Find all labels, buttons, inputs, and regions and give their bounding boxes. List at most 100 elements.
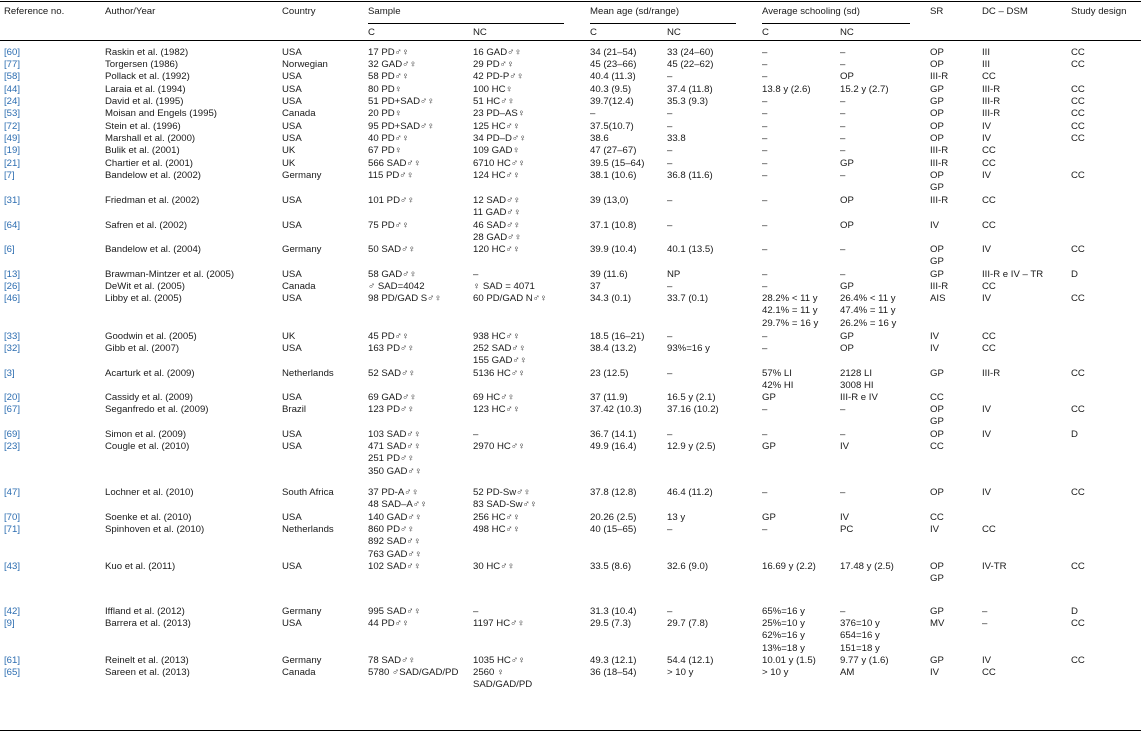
mean-age-c: 40 (15–65) <box>590 524 636 536</box>
reference-link[interactable]: [26] <box>4 281 21 292</box>
schooling-nc: AM <box>840 667 854 679</box>
reference-link[interactable]: [61] <box>4 655 21 666</box>
mean-age-nc-line: 40.1 (13.5) <box>667 244 714 255</box>
reference-link[interactable]: [20] <box>4 392 21 403</box>
sample-nc-line: 124 HC♂♀ <box>473 170 520 181</box>
country: UK <box>282 145 296 156</box>
reference-link[interactable]: [47] <box>4 487 21 498</box>
reference-link[interactable]: [64] <box>4 220 21 231</box>
dc-dsm: III <box>982 47 990 59</box>
reference-link[interactable]: [31] <box>4 195 21 206</box>
reference-link[interactable]: [53] <box>4 108 21 119</box>
reference-link[interactable]: [19] <box>4 145 21 156</box>
reference-link[interactable]: [42] <box>4 606 21 617</box>
reference-link[interactable]: [49] <box>4 133 21 144</box>
schooling-c: 28.2% < 11 y 42.1% = 11 y 29.7% = 16 y <box>762 293 818 330</box>
mean-age-c: 39.7(12.4) <box>590 96 634 108</box>
reference-link[interactable]: [21] <box>4 158 21 169</box>
reference-link[interactable]: [72] <box>4 121 21 132</box>
author-year: Pollack et al. (1992) <box>105 71 190 82</box>
study-design: D <box>1071 269 1078 281</box>
reference-link[interactable]: [7] <box>4 170 15 181</box>
schooling-c: – <box>762 524 767 536</box>
reference-link[interactable]: [3] <box>4 368 15 379</box>
reference-link[interactable]: [46] <box>4 293 21 304</box>
sample-c: 52 SAD♂♀ <box>368 368 415 380</box>
sample-nc: 12 SAD♂♀ 11 GAD♂♀ <box>473 195 521 220</box>
schooling-c: – <box>762 170 767 182</box>
schooling-c: – <box>762 158 767 170</box>
sample-c-line: 763 GAD♂♀ <box>368 548 422 560</box>
reference-link[interactable]: [24] <box>4 96 21 107</box>
reference-link[interactable]: [44] <box>4 84 21 95</box>
schooling-c: – <box>762 331 767 343</box>
mean-age-nc: – <box>667 108 672 120</box>
country: USA <box>282 47 302 58</box>
sample-c: 860 PD♂♀ 892 SAD♂♀ 763 GAD♂♀ <box>368 524 422 561</box>
sample-c-line: 50 SAD♂♀ <box>368 244 416 255</box>
reference-link[interactable]: [70] <box>4 512 21 523</box>
schooling-nc: – <box>840 96 845 108</box>
sample-c-line: ♂ SAD=4042 <box>368 281 425 292</box>
sr-line: III-R <box>930 71 949 82</box>
sr: IV <box>930 331 939 343</box>
reference-link[interactable]: [67] <box>4 404 21 415</box>
sample-c-line: 892 SAD♂♀ <box>368 536 421 548</box>
sample-nc-line: 51 HC♂♀ <box>473 96 515 107</box>
schooling-c-line: – <box>762 158 768 169</box>
schooling-c-line: – <box>762 331 768 342</box>
author-year: Reinelt et al. (2013) <box>105 655 189 666</box>
author-year: Sareen et al. (2013) <box>105 667 190 678</box>
study-design: CC <box>1071 293 1085 305</box>
mean-age-nc: – <box>667 606 672 618</box>
sr-line: GP <box>930 269 944 280</box>
reference-link[interactable]: [71] <box>4 524 21 535</box>
schooling-nc: – <box>840 606 845 618</box>
sr: AIS <box>930 293 945 305</box>
mean-age-nc-line: – <box>667 145 673 156</box>
reference-link[interactable]: [13] <box>4 269 21 280</box>
schooling-nc-line: III-R e IV <box>840 392 878 403</box>
dc-dsm-line: III <box>982 47 990 58</box>
sample-c-line: 17 PD♂♀ <box>368 47 410 58</box>
mean-age-nc-line: – <box>667 220 673 231</box>
sample-c-line: 566 SAD♂♀ <box>368 158 421 169</box>
mean-age-c: 49.9 (16.4) <box>590 441 636 453</box>
reference-link[interactable]: [9] <box>4 618 15 629</box>
dc-dsm: III-R <box>982 84 1000 96</box>
reference-link[interactable]: [69] <box>4 429 21 440</box>
sample-c: 78 SAD♂♀ <box>368 655 415 667</box>
mean-age-c: 39 (13,0) <box>590 195 628 207</box>
sr-line: GP <box>930 182 944 194</box>
bottom-rule <box>0 730 1141 731</box>
reference-link[interactable]: [43] <box>4 561 21 572</box>
sample-nc-line: 100 HC♀ <box>473 84 513 95</box>
sample-nc: 1035 HC♂♀ <box>473 655 525 667</box>
reference-link[interactable]: [33] <box>4 331 21 342</box>
sr: CC <box>930 392 944 404</box>
country: USA <box>282 618 302 629</box>
schooling-nc: OP <box>840 71 854 83</box>
schooling-c-line: – <box>762 429 768 440</box>
reference-link[interactable]: [58] <box>4 71 21 82</box>
dc-dsm-line: CC <box>982 343 996 354</box>
schooling-nc-line: – <box>840 121 846 132</box>
country: Canada <box>282 281 316 292</box>
mean-age-nc-line: – <box>667 121 673 132</box>
schooling-nc-line: – <box>840 269 846 280</box>
reference-link[interactable]: [65] <box>4 667 21 678</box>
reference-link[interactable]: [23] <box>4 441 21 452</box>
schooling-nc-line: – <box>840 145 846 156</box>
sr-line: CC <box>930 441 944 452</box>
reference-link[interactable]: [32] <box>4 343 21 354</box>
reference-link[interactable]: [77] <box>4 59 21 70</box>
reference-link[interactable]: [60] <box>4 47 21 58</box>
sample-nc: 938 HC♂♀ <box>473 331 520 343</box>
dc-dsm-line: CC <box>982 195 996 206</box>
schooling-nc-line: – <box>840 487 846 498</box>
schooling-nc: – <box>840 108 845 120</box>
dc-dsm-line: CC <box>982 281 996 292</box>
mean-age-nc-line: – <box>667 108 673 119</box>
reference-link[interactable]: [6] <box>4 244 15 255</box>
schooling-c: 25%=10 y 62%=16 y 13%=18 y <box>762 618 805 655</box>
